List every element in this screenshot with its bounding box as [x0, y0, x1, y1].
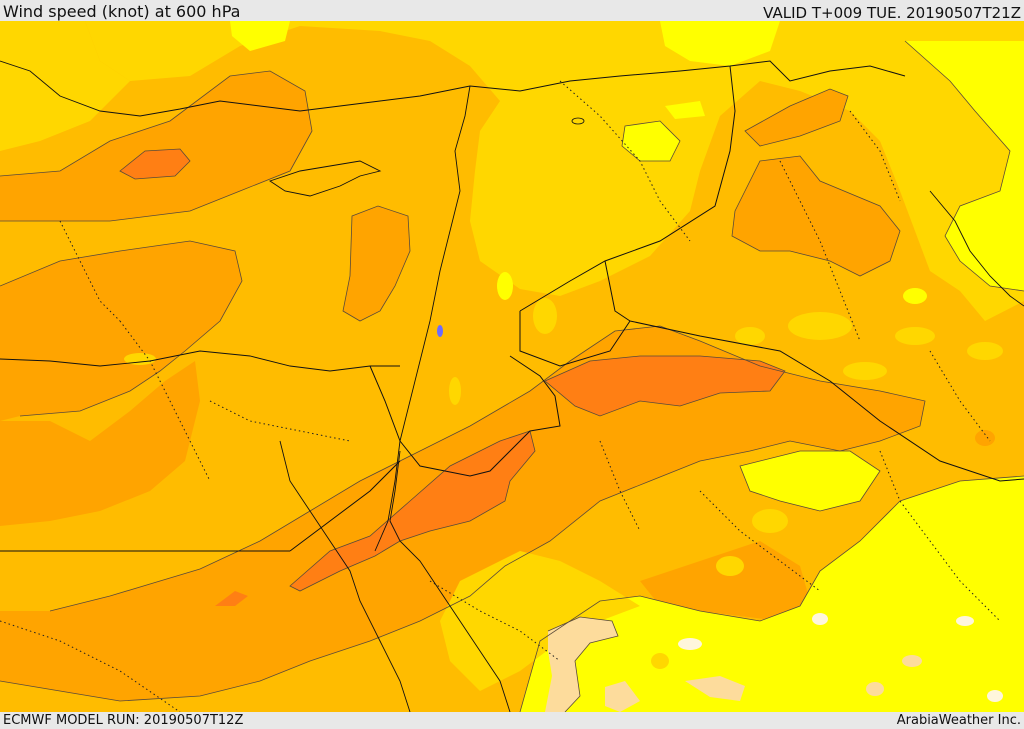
wind-band-yellow-ne: [905, 41, 1024, 291]
wind-blob-white-4: [987, 690, 1003, 702]
map-canvas: [0, 21, 1024, 712]
wind-band-yellow-south-2: [740, 451, 880, 511]
wind-band-yellow-n1: [660, 21, 780, 66]
wind-blob-12: [752, 509, 788, 533]
wind-blob-13: [716, 556, 744, 576]
wind-band-yellow-n3: [665, 101, 705, 119]
model-run: ECMWF MODEL RUN: 20190507T12Z: [3, 713, 244, 728]
wind-band-orange-ne: [745, 89, 848, 146]
wind-core-dark-orange-2: [545, 356, 785, 416]
wind-blob-10: [497, 272, 513, 300]
wind-core-dark-orange-3: [290, 431, 535, 591]
wind-band-gold-north: [85, 21, 1024, 321]
wind-calm-peach-4: [902, 655, 922, 667]
wind-blob-11: [449, 377, 461, 405]
wind-blob-15: [975, 430, 995, 446]
wind-band-yellow-n2: [622, 121, 680, 161]
internal-borders: [0, 80, 1001, 712]
wind-blob-14: [651, 653, 669, 669]
coastlines: [0, 60, 1024, 712]
wind-calm-peach-2: [605, 681, 640, 712]
wind-core-dark-orange-1: [120, 149, 190, 179]
wind-blob-white-1: [678, 638, 702, 650]
contour-lines: [0, 40, 1024, 712]
wind-blob-white-3: [956, 616, 974, 626]
wind-band-gold-west: [0, 21, 130, 151]
wind-blob-2: [895, 327, 935, 345]
valid-time: VALID T+009 TUE. 20190507T21Z: [763, 4, 1021, 22]
wind-band-orange-south: [640, 541, 810, 621]
lake-2: [571, 117, 585, 125]
map-title: Wind speed (knot) at 600 hPa: [3, 2, 241, 21]
wind-blob-white-2: [812, 613, 828, 625]
wind-band-orange-mid: [0, 241, 242, 421]
credit: ArabiaWeather Inc.: [896, 713, 1021, 728]
wind-blob-9: [533, 298, 557, 334]
wind-blob-7: [960, 489, 1000, 503]
wind-band-orange-levant: [343, 206, 410, 321]
wind-speed-map: [0, 21, 1024, 712]
wind-calm-peach-5: [866, 682, 884, 696]
map-footer: ECMWF MODEL RUN: 20190507T12Z ArabiaWeat…: [0, 712, 1024, 729]
wind-calm-peach-3: [685, 676, 745, 701]
wind-blob-3: [843, 362, 887, 380]
wind-calm-peach-1: [545, 617, 618, 712]
wind-band-orange-east: [732, 156, 900, 276]
wind-blob-8: [124, 353, 156, 365]
wind-blob-5: [735, 327, 765, 345]
wind-blob-6: [903, 288, 927, 304]
map-header: Wind speed (knot) at 600 hPa VALID T+009…: [0, 0, 1024, 22]
wind-band-orange-sw: [0, 361, 200, 526]
wind-band-gold-south: [440, 551, 640, 691]
wind-blob-4: [967, 342, 1003, 360]
wind-band-yellow-south: [520, 476, 1024, 712]
wind-band-yellow-n4: [230, 21, 290, 51]
wind-core-dark-orange-4: [215, 591, 248, 606]
country-borders: [0, 60, 1024, 552]
lake-1: [437, 325, 443, 337]
wind-blob-1: [788, 312, 852, 340]
wind-band-orange-west: [0, 71, 312, 221]
